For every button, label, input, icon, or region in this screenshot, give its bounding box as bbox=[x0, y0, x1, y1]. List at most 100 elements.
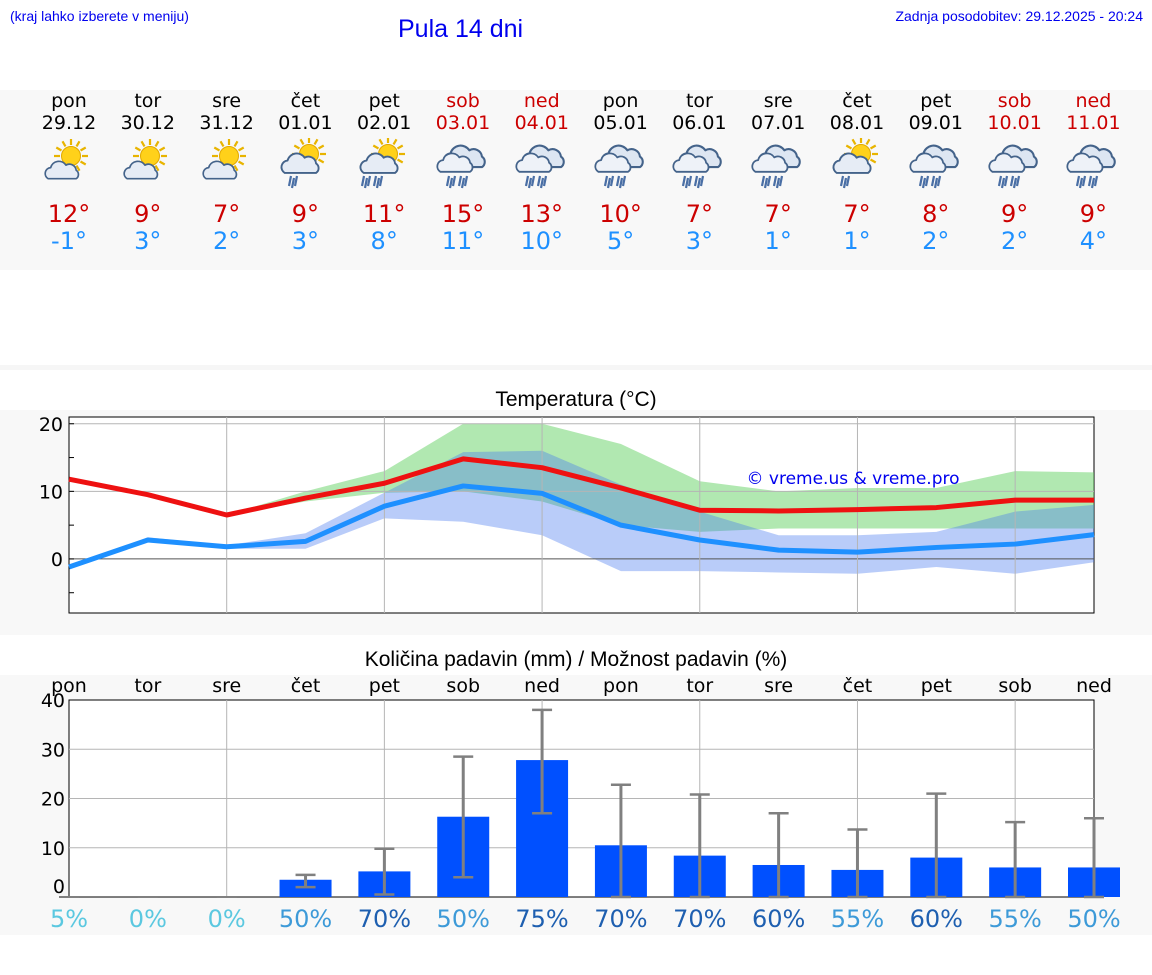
y-tick-label: 30 bbox=[41, 739, 65, 761]
precipitation-chance: 50% bbox=[437, 905, 490, 933]
max-temperature: 10° bbox=[599, 200, 642, 228]
precipitation-chance: 50% bbox=[279, 905, 332, 933]
min-temperature: 11° bbox=[441, 227, 485, 255]
x-category-label: pon bbox=[51, 675, 87, 697]
min-temperature: 3° bbox=[291, 227, 320, 255]
max-temperature: 8° bbox=[922, 200, 950, 228]
day-date: 31.12 bbox=[199, 112, 254, 134]
min-temperature: 10° bbox=[520, 227, 564, 255]
rain-drops-icon bbox=[997, 175, 1020, 189]
precipitation-chance: 60% bbox=[910, 905, 963, 933]
day-name: pet bbox=[368, 90, 400, 112]
y-tick-label: 10 bbox=[41, 838, 65, 860]
precipitation-chance: 70% bbox=[358, 905, 411, 933]
y-tick-label: 0 bbox=[51, 549, 63, 571]
day-date: 02.01 bbox=[356, 112, 412, 134]
day-name: pon bbox=[602, 90, 639, 112]
y-tick-label: 10 bbox=[39, 481, 63, 503]
day-date: 06.01 bbox=[672, 112, 727, 134]
day-date: 11.01 bbox=[1066, 112, 1121, 134]
cloud-icon bbox=[594, 152, 631, 173]
min-temperature: 1° bbox=[843, 227, 871, 255]
cloud-icon bbox=[280, 152, 320, 174]
error-bar bbox=[610, 783, 631, 899]
error-bar bbox=[532, 708, 553, 815]
rain-cloud-icon bbox=[1066, 144, 1117, 189]
day-name: ned bbox=[523, 90, 560, 112]
day-date: 30.12 bbox=[120, 112, 175, 134]
sun-icon bbox=[211, 139, 246, 173]
day-forecast: pet 02.01 11° 8° bbox=[334, 90, 434, 260]
y-tick-label: 20 bbox=[41, 789, 65, 811]
watermark: © vreme.us & vreme.pro bbox=[746, 469, 959, 489]
error-bar bbox=[847, 828, 868, 899]
cloud-icon bbox=[909, 152, 947, 173]
max-temperature: 9° bbox=[291, 200, 320, 228]
day-forecast: čet 01.01 9° 3° bbox=[255, 90, 355, 260]
min-temperature: 1° bbox=[764, 227, 792, 255]
sun-icon bbox=[132, 139, 167, 173]
error-bar bbox=[689, 793, 710, 899]
temperature-chart: 20 10 0 © vreme.us & vreme.pro bbox=[39, 414, 1095, 614]
rain-cloud-icon bbox=[751, 144, 801, 189]
error-bar bbox=[1084, 816, 1104, 899]
day-forecast: pon 05.01 10° 5° bbox=[571, 90, 671, 260]
precipitation-chance: 70% bbox=[594, 905, 647, 933]
cloud-icon bbox=[832, 152, 872, 174]
day-name: čet bbox=[290, 90, 321, 112]
sun-heavy-rain-icon bbox=[359, 138, 406, 189]
precipitation-chance: 5% bbox=[50, 905, 88, 933]
rain-drops-icon bbox=[839, 175, 851, 189]
cloud-icon bbox=[988, 152, 1025, 173]
sun-rain-icon bbox=[280, 138, 327, 189]
max-temperature: 9° bbox=[134, 200, 162, 228]
rain-cloud-icon bbox=[436, 144, 486, 189]
min-temperature: -1° bbox=[51, 227, 87, 255]
rain-drops-icon bbox=[445, 175, 469, 189]
min-temperature: 3° bbox=[134, 227, 162, 255]
temperature-chart-title: Temperatura (°C) bbox=[495, 388, 657, 411]
day-forecast: sob 10.01 9° 2° bbox=[965, 90, 1065, 260]
sun-rain-icon bbox=[832, 138, 878, 189]
precipitation-chance: 75% bbox=[515, 905, 568, 933]
max-temperature: 7° bbox=[685, 200, 714, 228]
sun-cloud-icon bbox=[123, 139, 167, 180]
precipitation-chart: 40 30 20 10 0 pon tor sre čet pet sob ned pon tor sre č… bbox=[41, 675, 1121, 933]
min-temperature: 8° bbox=[370, 227, 398, 255]
day-name: sre bbox=[763, 90, 793, 112]
x-category-label: sob bbox=[446, 675, 480, 697]
x-category-label: pon bbox=[603, 675, 639, 697]
day-date: 01.01 bbox=[278, 112, 333, 134]
day-name: sob bbox=[997, 90, 1032, 112]
precipitation-chance: 60% bbox=[752, 905, 805, 933]
day-name: tor bbox=[134, 90, 162, 112]
rain-drops-icon bbox=[682, 175, 705, 189]
day-name: pon bbox=[51, 90, 87, 112]
cloud-icon bbox=[1066, 152, 1104, 173]
temperature-chart-panel: 20 10 0 © vreme.us & vreme.pro bbox=[0, 410, 1152, 635]
cloud-icon bbox=[672, 152, 710, 173]
cloud-icon bbox=[436, 152, 474, 173]
precipitation-chance: 55% bbox=[831, 905, 884, 933]
day-name: sre bbox=[212, 90, 242, 112]
error-bar bbox=[768, 812, 789, 899]
min-temperature-line bbox=[68, 483, 1095, 570]
x-category-label: sre bbox=[212, 675, 241, 697]
error-bar bbox=[374, 847, 395, 896]
max-temperature: 9° bbox=[1079, 200, 1108, 228]
x-category-label: tor bbox=[134, 675, 161, 697]
precipitation-chance: 0% bbox=[129, 905, 167, 933]
last-updated: Zadnja posodobitev: 29.12.2025 - 20:24 bbox=[895, 8, 1143, 24]
rain-drops-icon bbox=[918, 175, 941, 189]
x-category-label: čet bbox=[291, 675, 321, 697]
day-name: ned bbox=[1075, 90, 1112, 112]
rain-drops-icon bbox=[761, 175, 784, 189]
day-date: 09.01 bbox=[908, 112, 963, 134]
day-forecast: sre 31.12 7° 2° bbox=[177, 90, 277, 260]
day-forecast: ned 11.01 9° 4° bbox=[1043, 90, 1143, 260]
error-bar bbox=[453, 755, 474, 879]
rain-drops-icon bbox=[524, 175, 547, 189]
x-category-label: sob bbox=[998, 675, 1032, 697]
day-date: 10.01 bbox=[987, 112, 1042, 134]
day-forecast: čet 08.01 7° 1° bbox=[807, 90, 907, 260]
